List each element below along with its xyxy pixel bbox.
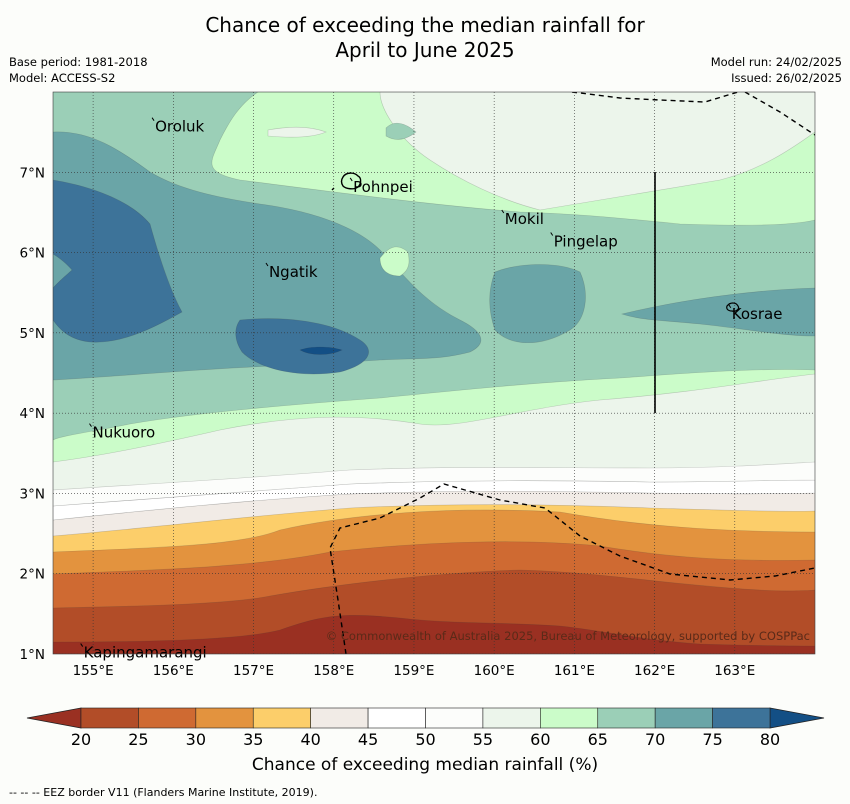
colorbar-tick-label: 65 [588,730,608,749]
rainfall-probability-fill [53,92,815,654]
kosrae-island-outline [726,302,740,312]
colorbar-tick-label: 20 [71,730,91,749]
zone-60-65-hole [267,126,327,138]
lon-tick-label: 157°E [233,663,274,679]
colorbar-segment [367,707,426,729]
place-marker [728,304,732,309]
place-label: Ngatik [269,263,318,281]
place-marker [265,262,269,267]
lon-tick-label: 160°E [474,663,515,679]
colorbar-segment [80,707,139,729]
place-labels: Oroluk Pohnpei Mokil Pingelap Ngatik Kosrae Nu… [80,117,783,662]
colorbar-segment [654,707,713,729]
colorbar-tick-label: 55 [473,730,493,749]
lat-tick-label: 3°N [20,486,45,502]
model-text: Model: ACCESS-S2 [9,71,116,85]
zone-50-55 [53,461,815,507]
lat-tick-label: 4°N [20,406,45,422]
colorbar: 20 25 30 35 40 45 50 55 60 65 70 75 80 [26,707,825,749]
colorbar-tick-label: 45 [358,730,378,749]
issued-text: Issued: 26/02/2025 [731,71,842,85]
colorbar-segment [138,707,197,729]
place-marker [89,423,92,427]
lon-tick-label: 156°E [153,663,194,679]
place-label: Mokil [505,210,544,228]
model-run-text: Model run: 24/02/2025 [710,55,842,69]
zone-70-75-east-blob [489,264,586,344]
place-label: Kosrae [732,305,783,323]
lon-tick-label: 161°E [554,663,595,679]
map-frame [52,91,816,655]
zone-70-75-kosrae [620,287,815,337]
colorbar-segment [482,707,541,729]
lon-tick-label: 158°E [313,663,354,679]
colorbar-tick-label: 35 [243,730,263,749]
colorbar-tick-label: 60 [530,730,550,749]
colorbar-segment [310,707,369,729]
place-marker [550,232,554,236]
colorbar-over-arrow [769,707,825,729]
place-label: Pingelap [554,233,618,251]
zone-75-80-south [235,318,369,375]
colorbar-segment [597,707,656,729]
title-line-2: April to June 2025 [335,38,515,62]
colorbar-tick-label: 30 [186,730,206,749]
lat-tick-label: 1°N [20,647,45,663]
pohnpei-island-outline [340,172,362,190]
axis-ticks: 155°E 156°E 157°E 158°E 159°E 160°E 161°E 162°E… [20,165,756,679]
lon-tick-label: 162°E [634,663,675,679]
zone-60-65-north-east [379,92,815,211]
colorbar-segment [195,707,254,729]
meta-left: Base period: 1981-2018 Model: ACCESS-S2 [9,54,148,86]
place-label: Kapingamarangi [84,644,207,662]
ant-atoll-mark [331,187,335,191]
map-gridlines [53,92,815,654]
colorbar-under-arrow [26,707,82,729]
eez-border-note: -- -- -- EEZ border V11 (Flanders Marine… [9,786,318,799]
colorbar-segment [252,707,311,729]
lon-tick-label: 155°E [73,663,114,679]
zone-65-70-north-blob [385,122,417,140]
colorbar-label: Chance of exceeding median rainfall (%) [251,755,599,775]
title-line-1: Chance of exceeding the median rainfall … [205,13,645,37]
place-marker [501,209,505,214]
base-period-text: Base period: 1981-2018 [9,55,148,69]
islands [331,172,740,312]
place-label: Nukuoro [93,424,156,442]
place-marker [151,117,155,121]
colorbar-tick-label: 80 [760,730,780,749]
lat-tick-label: 7°N [20,165,45,181]
colorbar-segment [540,707,599,729]
zone-20-25 [53,569,815,654]
copyright-notice: © Commonwealth of Australia 2025, Bureau… [326,629,810,643]
lon-tick-label: 163°E [714,663,755,679]
colorbar-segment [712,707,771,729]
colorbar-tick-label: 50 [415,730,435,749]
colorbar-tick-label: 40 [300,730,320,749]
zone-above-80 [299,346,343,355]
lon-tick-label: 159°E [393,663,434,679]
zone-65-70-hole [379,246,410,277]
eez-border-north [571,92,815,136]
colorbar-segment [425,707,484,729]
zone-75-80 [53,179,183,343]
colorbar-tick-label: 75 [702,730,722,749]
eez-border [329,92,815,654]
eez-border-south [329,483,815,654]
colorbar-tick-label: 25 [128,730,148,749]
map-title: Chance of exceeding the median rainfall … [0,13,850,63]
lat-tick-label: 2°N [20,567,45,583]
place-marker [80,643,84,647]
lat-tick-label: 6°N [20,246,45,262]
place-label: Pohnpei [353,178,413,196]
colorbar-tick-label: 70 [645,730,665,749]
zone-below-20 [53,615,815,654]
place-label: Oroluk [155,118,204,136]
place-marker [349,177,353,182]
lat-tick-label: 5°N [20,326,45,342]
meta-right: Model run: 24/02/2025 Issued: 26/02/2025 [711,54,842,86]
